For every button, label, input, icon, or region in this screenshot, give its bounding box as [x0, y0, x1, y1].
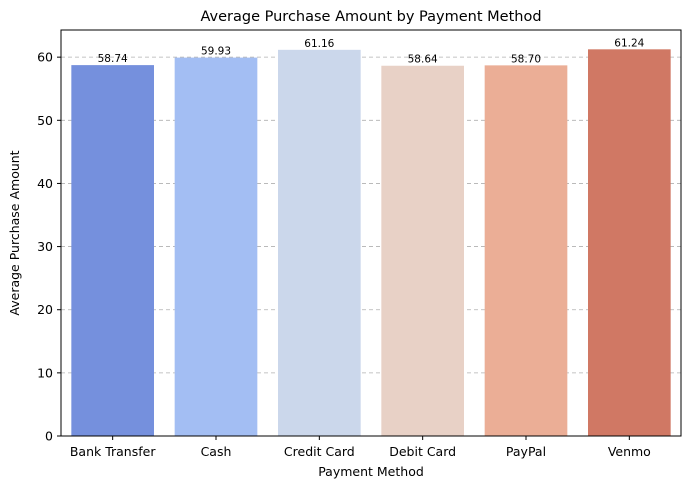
data-labels: 58.74 59.93 61.16 58.64 58.70 61.24 — [98, 37, 645, 65]
data-label: 61.24 — [614, 37, 644, 49]
y-axis-label: Average Purchase Amount — [7, 150, 22, 315]
bar — [174, 57, 258, 437]
x-tick-label: Bank Transfer — [70, 444, 156, 459]
data-label: 61.16 — [304, 38, 334, 50]
data-label: 58.70 — [511, 53, 541, 65]
bar — [71, 65, 154, 436]
x-tick-label: PayPal — [506, 444, 546, 459]
plot-frame — [60, 29, 682, 437]
axes: Bank Transfer Cash Credit Card Debit Card Pa… — [37, 29, 682, 459]
data-label: 58.74 — [98, 53, 128, 65]
x-tick-label: Debit Card — [389, 444, 456, 459]
y-tick-label: 30 — [37, 239, 53, 254]
y-tick-label: 60 — [37, 50, 53, 65]
x-tick-label: Venmo — [608, 444, 651, 459]
bar — [588, 49, 671, 436]
x-tick-label: Credit Card — [284, 444, 355, 459]
bar — [381, 65, 464, 437]
data-label: 59.93 — [201, 46, 231, 58]
y-tick-label: 10 — [37, 365, 53, 380]
y-tick-label: 20 — [37, 302, 53, 317]
x-tick-label: Cash — [201, 444, 232, 459]
y-tick-label: 50 — [37, 113, 53, 128]
x-axis-label: Payment Method — [318, 464, 424, 479]
y-tick-label: 40 — [37, 176, 53, 191]
bar — [484, 65, 568, 436]
chart-title: Average Purchase Amount by Payment Metho… — [200, 9, 541, 25]
bar — [278, 49, 361, 436]
data-label: 58.64 — [408, 54, 438, 66]
y-tick-label: 0 — [45, 429, 53, 444]
bars — [71, 49, 671, 437]
